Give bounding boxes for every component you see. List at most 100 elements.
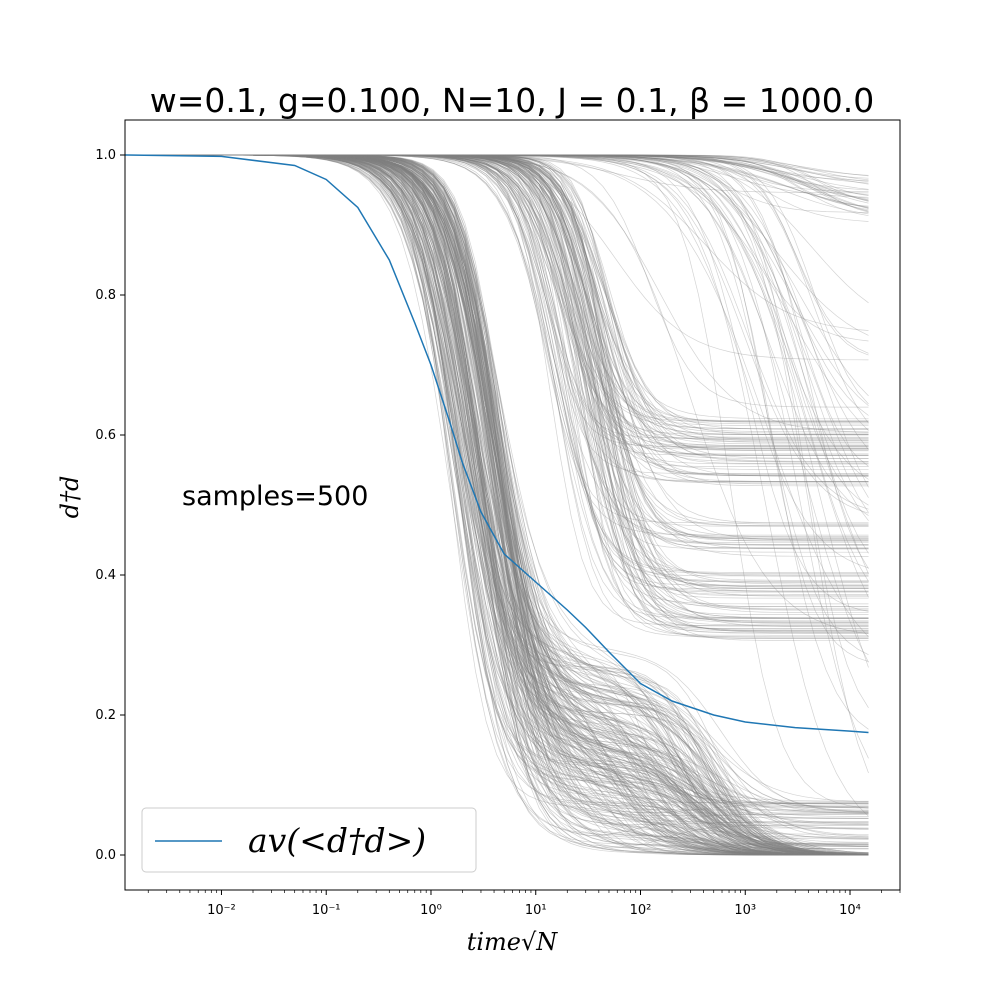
average-series-line xyxy=(125,154,869,734)
sample-curve xyxy=(125,154,869,856)
sample-curve xyxy=(125,154,869,856)
sample-curve xyxy=(125,154,869,476)
sample-curve xyxy=(125,154,869,856)
sample-curve xyxy=(125,154,869,856)
sample-curve xyxy=(125,154,869,845)
sample-curve xyxy=(125,154,869,856)
y-tick-label: 1.0 xyxy=(95,148,116,163)
sample-curve xyxy=(125,154,869,856)
sample-curve xyxy=(125,154,869,585)
sample-curve xyxy=(125,154,869,609)
sample-curve xyxy=(125,154,869,856)
sample-curve xyxy=(125,154,869,456)
sample-curve xyxy=(125,154,869,420)
x-tick-label: 10⁻² xyxy=(207,903,236,918)
sample-curve xyxy=(125,154,869,856)
sample-curve xyxy=(125,154,869,538)
sample-curve xyxy=(125,154,869,856)
sample-curve xyxy=(125,154,869,513)
sample-curve xyxy=(125,154,869,397)
sample-curve xyxy=(125,154,869,539)
sample-curve xyxy=(125,154,869,569)
sample-curve xyxy=(125,154,869,211)
sample-curve xyxy=(125,154,869,597)
sample-curve xyxy=(125,154,869,435)
y-tick-label: 0.8 xyxy=(95,288,116,303)
sample-curve xyxy=(125,154,869,855)
sample-curve xyxy=(125,154,869,599)
sample-curve xyxy=(125,154,869,856)
sample-curve xyxy=(125,154,869,582)
sample-curve xyxy=(125,154,869,456)
sample-curve xyxy=(125,154,869,856)
sample-curve xyxy=(125,154,869,856)
sample-curve xyxy=(125,154,869,856)
sample-curve xyxy=(125,154,869,484)
sample-curve xyxy=(125,154,869,856)
sample-curve xyxy=(125,154,869,856)
sample-curve xyxy=(125,154,869,856)
sample-curve xyxy=(125,154,869,856)
sample-curve xyxy=(125,154,869,213)
sample-curve xyxy=(125,154,869,856)
sample-curve xyxy=(125,154,869,557)
sample-curve xyxy=(125,154,869,588)
sample-curve xyxy=(125,154,869,856)
sample-curve xyxy=(125,154,869,193)
sample-curve xyxy=(125,154,869,856)
sample-curve xyxy=(125,154,869,856)
sample-curve xyxy=(125,154,869,853)
sample-curve xyxy=(125,154,869,577)
sample-curve xyxy=(125,154,869,856)
sample-curve xyxy=(125,154,869,840)
sample-curve xyxy=(125,154,869,856)
x-tick-label: 10⁰ xyxy=(420,903,442,918)
sample-curve xyxy=(125,154,869,430)
sample-curve xyxy=(125,154,869,856)
legend-label-average: av(<d†d>) xyxy=(248,821,426,860)
sample-curve xyxy=(125,154,869,855)
sample-curve xyxy=(125,154,869,839)
sample-curve xyxy=(125,154,869,625)
sample-curve xyxy=(125,154,869,540)
sample-curve xyxy=(125,154,869,730)
sample-curve xyxy=(125,154,869,445)
sample-curve xyxy=(125,154,869,181)
sample-curve xyxy=(125,154,869,447)
sample-curve xyxy=(125,154,869,804)
y-tick-label: 0.2 xyxy=(95,708,116,723)
sample-curve xyxy=(125,154,869,856)
sample-curve xyxy=(125,154,869,835)
sample-curve xyxy=(125,154,869,542)
sample-curve xyxy=(125,154,869,854)
sample-curve xyxy=(125,154,869,856)
sample-curve xyxy=(125,154,869,183)
sample-curve xyxy=(125,154,869,627)
sample-curve xyxy=(125,154,869,440)
sample-curve xyxy=(125,154,869,856)
sample-curve xyxy=(125,154,869,856)
sample-curve xyxy=(125,154,869,856)
sample-curve xyxy=(125,154,869,855)
sample-curve xyxy=(125,154,869,817)
sample-curve xyxy=(125,154,869,622)
sample-curve xyxy=(125,154,869,855)
sample-curve xyxy=(125,154,869,856)
sample-curve xyxy=(125,154,869,856)
sample-curve xyxy=(125,154,869,856)
sample-curve xyxy=(125,154,869,589)
sample-curve xyxy=(125,154,869,805)
sample-curve xyxy=(125,154,869,549)
sample-curve xyxy=(125,154,869,639)
sample-curve xyxy=(125,154,869,856)
sample-curve xyxy=(125,154,869,424)
sample-curve xyxy=(125,154,869,450)
sample-curve xyxy=(125,154,869,213)
sample-curve xyxy=(125,154,869,856)
sample-curve xyxy=(125,154,869,856)
sample-curve xyxy=(125,154,869,215)
sample-curve xyxy=(125,154,869,477)
sample-curve xyxy=(125,154,869,855)
sample-curve xyxy=(125,154,869,619)
sample-curve xyxy=(125,154,869,430)
